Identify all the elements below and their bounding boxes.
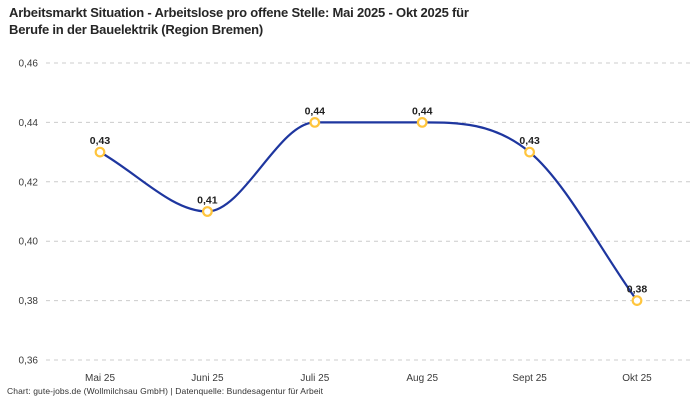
x-axis-tick-label: Okt 25 [622,373,652,384]
x-axis-tick-label: Sept 25 [512,373,547,384]
data-point-marker[interactable] [94,146,106,158]
y-axis-tick-label: 0,40 [19,237,39,248]
data-point-label: 0,43 [519,135,540,147]
x-axis-tick-label: Aug 25 [406,373,438,384]
data-point-label: 0,44 [412,105,433,117]
y-axis-tick-label: 0,44 [19,118,39,129]
data-point-marker[interactable] [631,295,643,307]
data-point-label: 0,41 [197,195,218,207]
data-point-label: 0,43 [90,135,111,147]
x-axis-tick-label: Juli 25 [300,373,329,384]
y-axis-tick-label: 0,46 [19,59,39,70]
chart-title-line1: Arbeitsmarkt Situation - Arbeitslose pro… [9,5,469,20]
y-axis-tick-label: 0,42 [19,177,39,188]
x-axis-tick-label: Juni 25 [191,373,224,384]
chart-credit: Chart: gute-jobs.de (Wollmilchsau GmbH) … [7,386,324,396]
data-point-label: 0,38 [627,284,648,296]
data-point-marker[interactable] [201,206,213,217]
y-axis-tick-label: 0,38 [19,296,39,307]
data-point-label: 0,44 [305,105,326,117]
x-axis-tick-label: Mai 25 [85,373,115,384]
y-axis-tick-label: 0,36 [19,356,39,367]
data-point-marker[interactable] [309,116,321,128]
chart-title-line2: Berufe in der Bauelektrik (Region Bremen… [9,22,264,37]
data-point-marker[interactable] [524,146,535,158]
data-point-marker[interactable] [416,116,428,128]
series-line [98,121,639,302]
chart-title: Arbeitsmarkt Situation - Arbeitslose pro… [9,4,669,38]
